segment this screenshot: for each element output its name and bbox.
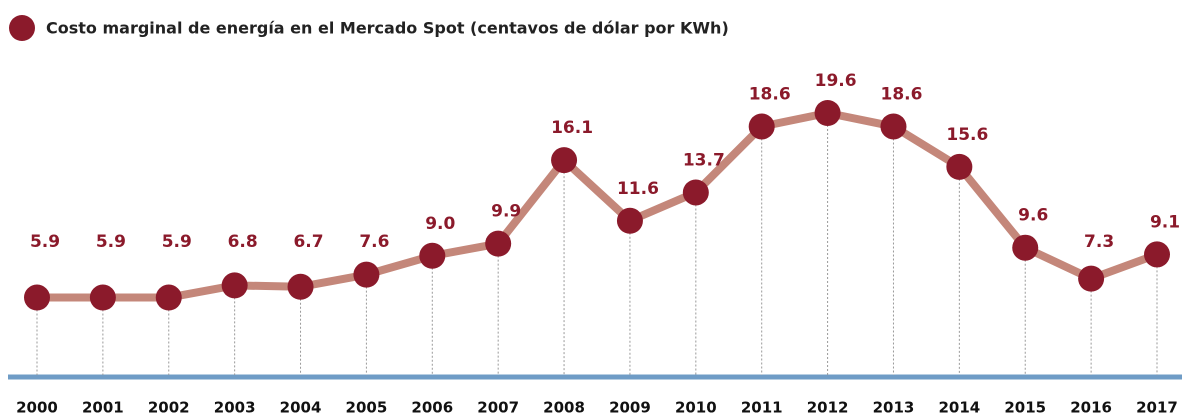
x-tick-label: 2014 xyxy=(938,399,980,417)
title-icon xyxy=(9,15,35,41)
point xyxy=(551,147,578,174)
data-label: 9.9 xyxy=(491,202,521,222)
x-tick-label: 2016 xyxy=(1070,399,1112,417)
data-label: 5.9 xyxy=(162,232,192,252)
point xyxy=(616,207,643,234)
x-tick-label: 2003 xyxy=(214,399,256,417)
data-label: 9.0 xyxy=(425,214,455,234)
point xyxy=(1144,241,1170,268)
point xyxy=(1012,234,1039,261)
data-label: 15.6 xyxy=(946,125,988,145)
data-label: 7.3 xyxy=(1084,232,1114,252)
data-label: 5.9 xyxy=(96,232,126,252)
point xyxy=(287,273,314,300)
data-label: 11.6 xyxy=(617,179,659,199)
x-tick-label: 2013 xyxy=(873,399,915,417)
x-tick-label: 2010 xyxy=(675,399,717,417)
x-tick-label: 2006 xyxy=(411,399,453,417)
x-tick-label: 2002 xyxy=(148,399,190,417)
point xyxy=(419,242,446,269)
point xyxy=(155,284,182,311)
data-label: 5.9 xyxy=(30,232,60,252)
data-label: 9.6 xyxy=(1018,206,1048,226)
point xyxy=(221,272,248,299)
point xyxy=(24,284,50,311)
data-label: 13.7 xyxy=(683,150,725,170)
x-tick-label: 2004 xyxy=(280,399,322,417)
point xyxy=(946,153,973,180)
x-tick-label: 2009 xyxy=(609,399,651,417)
point xyxy=(748,113,775,140)
data-label: 9.1 xyxy=(1150,212,1180,232)
x-tick-label: 2012 xyxy=(807,399,849,417)
point xyxy=(682,179,709,206)
point xyxy=(880,113,907,140)
x-tick-label: 2015 xyxy=(1004,399,1046,417)
data-label: 7.6 xyxy=(359,232,389,252)
point xyxy=(814,100,841,126)
line xyxy=(37,109,1159,302)
x-tick-label: 2007 xyxy=(477,399,519,417)
point xyxy=(485,230,512,257)
data-label: 6.7 xyxy=(293,232,323,252)
chart-title: Costo marginal de energía en el Mercado … xyxy=(46,19,729,38)
x-tick-label: 2008 xyxy=(543,399,585,417)
point xyxy=(353,261,380,288)
x-tick-label: 2017 xyxy=(1136,399,1178,417)
x-tick-label: 2001 xyxy=(82,399,124,417)
data-label: 19.6 xyxy=(815,71,857,91)
data-label: 18.6 xyxy=(880,84,922,104)
x-tick-label: 2011 xyxy=(741,399,783,417)
point xyxy=(89,284,116,311)
data-label: 16.1 xyxy=(551,118,593,138)
data-label: 6.8 xyxy=(228,232,258,252)
x-tick-label: 2000 xyxy=(16,399,58,417)
x-tick-label: 2005 xyxy=(346,399,388,417)
point xyxy=(1078,265,1105,292)
data-label: 18.6 xyxy=(749,84,791,104)
